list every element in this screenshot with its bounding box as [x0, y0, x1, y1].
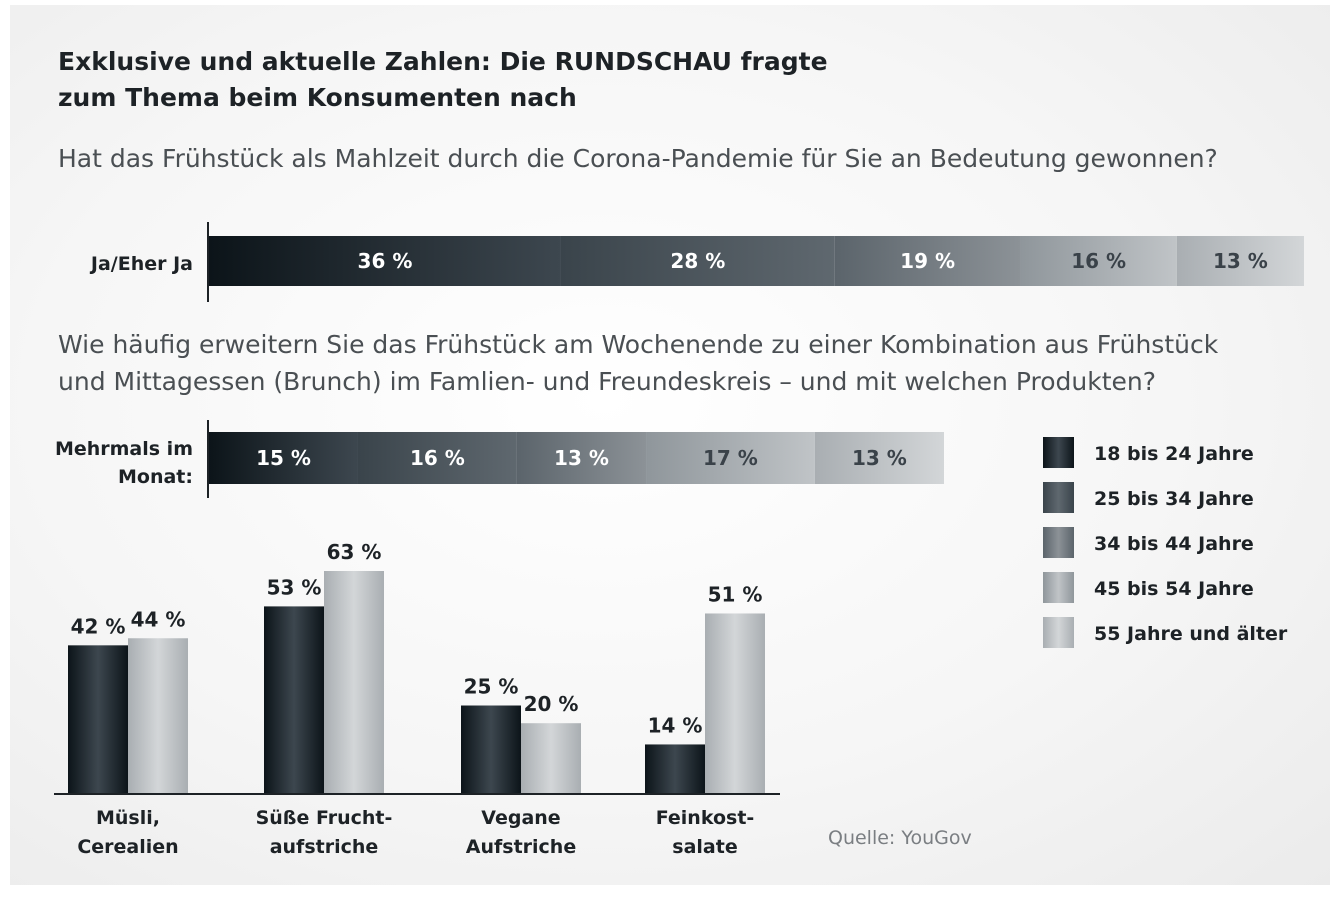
question-2: Wie häufig erweitern Sie das Frühstück a…	[58, 326, 1318, 400]
question-2-line-1: Wie häufig erweitern Sie das Frühstück a…	[58, 330, 1219, 359]
bar-old-4	[705, 613, 765, 794]
stacked-bar-2: Mehrmals im Monat: 15 % 16 % 13 % 17 % 13 %	[55, 420, 944, 498]
stacked-bar-2-segments: 15 % 16 % 13 % 17 % 13 %	[209, 432, 944, 484]
bar-value-label-young-4: 14 %	[648, 713, 703, 737]
legend-swatch-4	[1043, 572, 1074, 603]
bar-value-label-young-1: 42 %	[71, 614, 126, 638]
stacked-bar-1-segment-label-2: 28 %	[670, 249, 725, 273]
bar-value-label-young-2: 53 %	[267, 575, 322, 599]
source-note: Quelle: YouGov	[828, 827, 972, 849]
title-line-2: zum Thema beim Konsumenten nach	[58, 83, 577, 112]
category-label-1-line-2: Cerealien	[77, 836, 178, 858]
bar-old-2	[324, 571, 384, 794]
legend-swatch-5	[1043, 617, 1074, 648]
category-label-2-line-2: aufstriche	[270, 836, 379, 858]
bar-young-3	[461, 705, 521, 794]
bar-young-2	[264, 606, 324, 794]
legend-label-2: 25 bis 34 Jahre	[1094, 488, 1254, 510]
stacked-bar-2-row-label-line-2: Monat:	[118, 466, 193, 488]
stacked-bar-1: Ja/Eher Ja 36 % 28 % 19 % 16 % 13 %	[89, 222, 1304, 302]
legend-swatch-1	[1043, 437, 1074, 468]
stacked-bar-2-segment-label-3: 13 %	[554, 446, 609, 470]
category-label-4-line-1: Feinkost-	[656, 807, 755, 829]
category-label-3-line-2: Aufstriche	[466, 836, 576, 858]
stacked-bar-1-segment-3	[834, 236, 1021, 286]
question-2-line-2: und Mittagessen (Brunch) im Famlien- und…	[58, 367, 1156, 396]
question-1: Hat das Frühstück als Mahlzeit durch die…	[58, 144, 1218, 173]
bar-young-1	[68, 645, 128, 794]
bar-value-label-old-1: 44 %	[131, 607, 186, 631]
infographic-title: Exklusive und aktuelle Zahlen: Die RUNDS…	[58, 44, 958, 116]
grouped-bars: 42 % 53 % 25 % 14 % 44 % 63 % 20 % 51 %	[68, 540, 765, 794]
stacked-bar-1-segment-2	[560, 236, 835, 286]
bar-young-4	[645, 744, 705, 794]
stacked-bar-1-segment-label-3: 19 %	[900, 249, 955, 273]
legend: 18 bis 24 Jahre 25 bis 34 Jahre 34 bis 44 …	[1043, 437, 1288, 648]
legend-label-4: 45 bis 54 Jahre	[1094, 578, 1254, 600]
stacked-bar-2-segment-4	[646, 432, 815, 484]
stacked-bar-2-segment-1	[209, 432, 358, 484]
bar-value-label-old-2: 63 %	[327, 540, 382, 564]
title-line-1: Exklusive und aktuelle Zahlen: Die RUNDS…	[58, 47, 828, 76]
stacked-bar-1-row-label: Ja/Eher Ja	[89, 253, 193, 275]
stacked-bar-1-segment-5	[1176, 236, 1304, 286]
category-label-1-line-1: Müsli,	[96, 807, 160, 829]
stacked-bar-2-segment-label-2: 16 %	[410, 446, 465, 470]
legend-label-1: 18 bis 24 Jahre	[1094, 443, 1254, 465]
legend-swatch-3	[1043, 527, 1074, 558]
stacked-bar-1-segments: 36 % 28 % 19 % 16 % 13 %	[209, 236, 1304, 286]
stacked-bar-1-segment-label-4: 16 %	[1071, 249, 1126, 273]
stacked-bar-1-segment-4	[1020, 236, 1177, 286]
grouped-bar-chart: 42 % 53 % 25 % 14 % 44 % 63 % 20 % 51 % Müsli, C…	[54, 540, 780, 858]
bar-old-3	[521, 723, 581, 794]
stacked-bar-2-row-label-line-1: Mehrmals im	[55, 438, 193, 460]
bar-value-label-young-3: 25 %	[464, 675, 519, 699]
stacked-bar-2-segment-label-4: 17 %	[703, 446, 758, 470]
category-label-2-line-1: Süße Frucht-	[256, 807, 393, 829]
category-label-3-line-1: Vegane	[481, 807, 560, 829]
stacked-bar-2-segment-3	[516, 432, 647, 484]
bar-old-1	[128, 638, 188, 794]
stacked-bar-1-segment-label-1: 36 %	[358, 249, 413, 273]
category-labels: Müsli, Cerealien Süße Frucht-aufstriche Veg…	[77, 807, 754, 858]
stacked-bar-1-segment-1	[209, 236, 561, 286]
stacked-bar-2-segment-5	[814, 432, 944, 484]
legend-label-5: 55 Jahre und älter	[1094, 623, 1288, 645]
bar-value-label-old-4: 51 %	[708, 582, 763, 606]
stacked-bar-2-segment-label-5: 13 %	[852, 446, 907, 470]
stacked-bar-1-segment-label-5: 13 %	[1213, 249, 1268, 273]
legend-label-3: 34 bis 44 Jahre	[1094, 533, 1254, 555]
legend-swatch-2	[1043, 482, 1074, 513]
bar-value-label-old-3: 20 %	[524, 692, 579, 716]
category-label-4-line-2: salate	[672, 836, 737, 858]
stacked-bar-2-segment-2	[357, 432, 517, 484]
stacked-bar-2-segment-label-1: 15 %	[256, 446, 311, 470]
